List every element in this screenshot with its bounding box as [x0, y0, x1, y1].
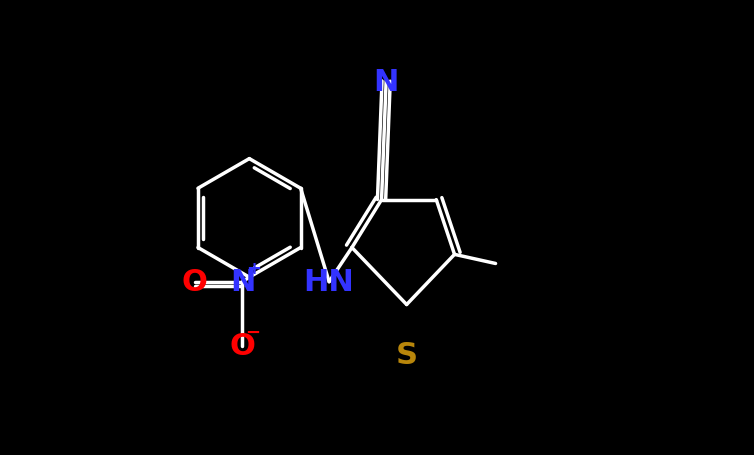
Text: −: −	[245, 323, 260, 341]
Text: +: +	[247, 259, 262, 278]
Text: N: N	[230, 268, 255, 297]
Text: N: N	[373, 67, 399, 96]
Text: S: S	[396, 340, 418, 369]
Text: HN: HN	[304, 268, 354, 297]
Text: O: O	[182, 268, 207, 297]
Text: O: O	[229, 331, 256, 360]
